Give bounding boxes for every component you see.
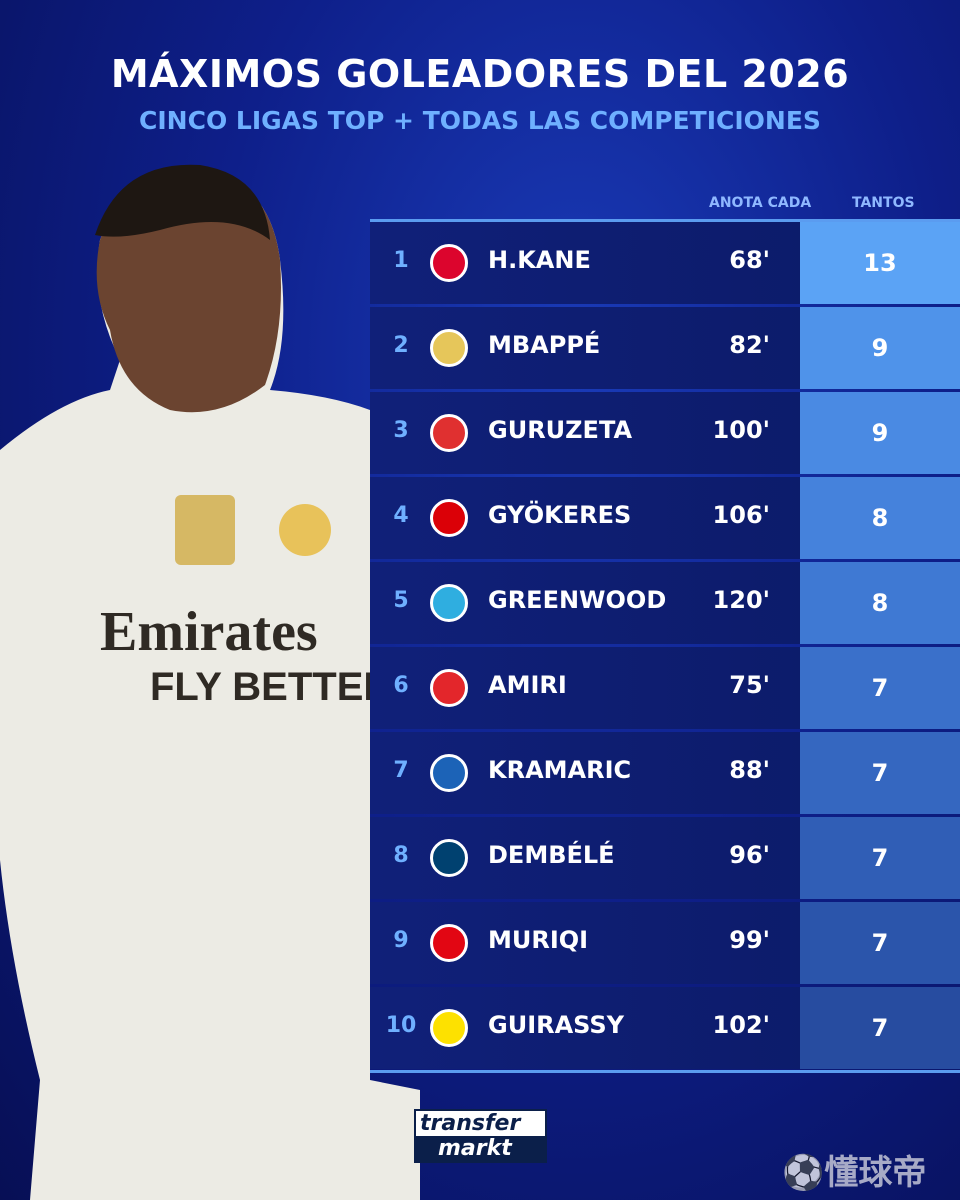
goals: 9 (800, 392, 960, 474)
goals: 7 (800, 987, 960, 1069)
player-name: KRAMARIC (488, 756, 632, 784)
rank: 2 (393, 333, 409, 358)
page-subtitle: CINCO LIGAS TOP + TODAS LAS COMPETICIONE… (139, 106, 821, 135)
player-photo: Emirates FLY BETTER (0, 164, 420, 1200)
svg-text:Emirates: Emirates (100, 601, 318, 663)
table-top-divider (370, 219, 960, 222)
minutes-per-goal: 99' (729, 926, 770, 954)
column-header-minutes: ANOTA CADA (709, 195, 812, 211)
minutes-per-goal: 100' (712, 416, 770, 444)
goals: 8 (800, 477, 960, 559)
dortmund-crest-icon (430, 1009, 468, 1047)
goals: 7 (800, 817, 960, 899)
player-name: MBAPPÉ (488, 331, 601, 359)
goals: 7 (800, 732, 960, 814)
watermark: ⚽懂球帝 (782, 1145, 926, 1194)
rank: 10 (385, 1013, 417, 1038)
rank: 8 (393, 843, 409, 868)
table-row: 10 GUIRASSY 102' 7 (370, 987, 960, 1069)
table-row: 5 GREENWOOD 120' 8 (370, 562, 960, 644)
goals: 7 (800, 902, 960, 984)
rank: 7 (393, 758, 409, 783)
table-row: 1 H.KANE 68' 13 (370, 222, 960, 304)
goals: 8 (800, 562, 960, 644)
page-title: MÁXIMOS GOLEADORES DEL 2026 (110, 52, 850, 96)
mainz-crest-icon (430, 669, 468, 707)
psg-crest-icon (430, 839, 468, 877)
player-name: MURIQI (488, 926, 589, 954)
minutes-per-goal: 88' (729, 756, 770, 784)
minutes-per-goal: 102' (712, 1011, 770, 1039)
rank: 1 (393, 248, 409, 273)
player-name: AMIRI (488, 671, 567, 699)
rank: 4 (393, 503, 409, 528)
table-row: 4 GYÖKERES 106' 8 (370, 477, 960, 559)
player-name: H.KANE (488, 246, 591, 274)
minutes-per-goal: 120' (712, 586, 770, 614)
logo-bottom-text: markt (416, 1136, 545, 1161)
player-name: GUIRASSY (488, 1011, 625, 1039)
athletic-bilbao-crest-icon (430, 414, 468, 452)
transfermarkt-logo: transfer markt (414, 1109, 547, 1163)
rank: 5 (393, 588, 409, 613)
soccer-ball-icon: ⚽ (782, 1153, 825, 1193)
watermark-text: 懂球帝 (824, 1153, 927, 1193)
real-madrid-crest-icon (430, 329, 468, 367)
arsenal-crest-icon (430, 499, 468, 537)
rank: 6 (393, 673, 409, 698)
goals: 13 (800, 222, 960, 304)
table-row: 6 AMIRI 75' 7 (370, 647, 960, 729)
table-bottom-divider (370, 1070, 960, 1073)
player-name: GREENWOOD (488, 586, 667, 614)
table-row: 7 KRAMARIC 88' 7 (370, 732, 960, 814)
mallorca-crest-icon (430, 924, 468, 962)
player-name: GYÖKERES (488, 501, 632, 529)
goals: 7 (800, 647, 960, 729)
table-row: 3 GURUZETA 100' 9 (370, 392, 960, 474)
bayern-munich-crest-icon (430, 244, 468, 282)
marseille-crest-icon (430, 584, 468, 622)
column-header-goals: TANTOS (852, 195, 915, 211)
goals: 9 (800, 307, 960, 389)
minutes-per-goal: 106' (712, 501, 770, 529)
rank: 9 (393, 928, 409, 953)
table-row: 2 MBAPPÉ 82' 9 (370, 307, 960, 389)
hoffenheim-crest-icon (430, 754, 468, 792)
player-name: GURUZETA (488, 416, 633, 444)
table-row: 8 DEMBÉLÉ 96' 7 (370, 817, 960, 899)
svg-text:FLY BETTER: FLY BETTER (150, 665, 392, 709)
table-row: 9 MURIQI 99' 7 (370, 902, 960, 984)
player-name: DEMBÉLÉ (488, 841, 615, 869)
minutes-per-goal: 68' (729, 246, 770, 274)
logo-top-text: transfer (416, 1111, 545, 1136)
minutes-per-goal: 75' (729, 671, 770, 699)
rank: 3 (393, 418, 409, 443)
minutes-per-goal: 82' (729, 331, 770, 359)
minutes-per-goal: 96' (729, 841, 770, 869)
